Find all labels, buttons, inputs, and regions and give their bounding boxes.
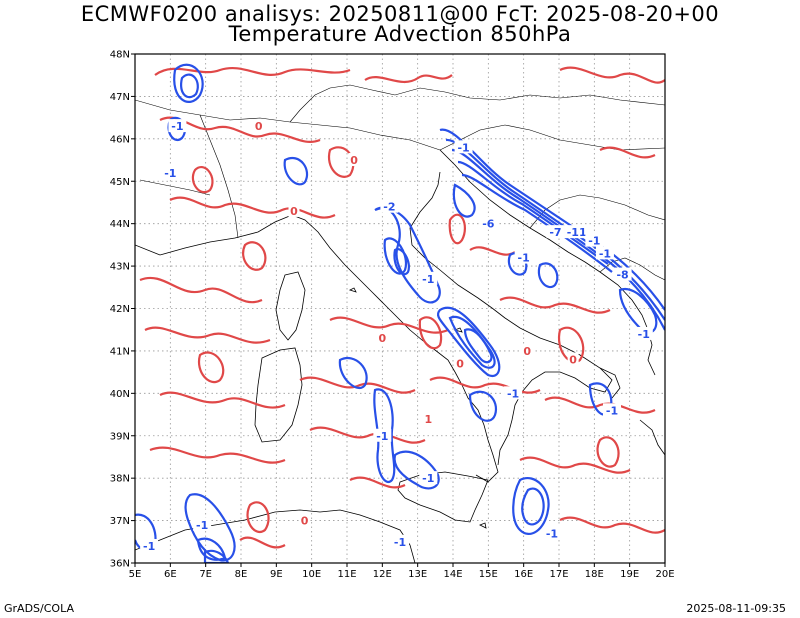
contour-label: 0 — [350, 154, 358, 167]
contour-label-background — [567, 352, 579, 366]
contour-label-background — [585, 233, 604, 247]
contour-label-background — [161, 165, 180, 179]
lon-tick-label: 16E — [514, 569, 533, 580]
contour-label: -1 — [196, 519, 208, 532]
contour-label: -1 — [422, 472, 434, 485]
lat-tick-label: 41N — [110, 346, 130, 357]
contour-label-background — [634, 326, 653, 340]
contour-label: 0 — [255, 120, 263, 133]
lon-tick-label: 9E — [270, 569, 283, 580]
contour-label-background — [253, 119, 265, 133]
political-borders — [135, 84, 665, 281]
contour-label-background — [504, 386, 523, 400]
lon-tick-label: 8E — [235, 569, 248, 580]
lon-tick-label: 13E — [408, 569, 427, 580]
contour-label-background — [299, 513, 311, 527]
lon-tick-label: 20E — [655, 569, 674, 580]
contour-label: -11 — [567, 226, 587, 239]
footer-timestamp: 2025-08-11-09:35 — [686, 602, 786, 615]
contour-label-background — [348, 153, 360, 167]
contour-label: -6 — [482, 218, 495, 231]
contour-label-background — [193, 517, 212, 531]
footer-software: GrADS/COLA — [4, 602, 74, 615]
lat-tick-label: 44N — [110, 219, 130, 230]
contour-label: -2 — [383, 201, 395, 214]
contour-label: -1 — [546, 527, 558, 540]
contour-label: 0 — [379, 332, 387, 345]
contour-label-background — [542, 526, 561, 540]
contour-label: -1 — [394, 536, 406, 549]
contour-label-background — [564, 225, 590, 239]
lon-tick-label: 19E — [620, 569, 639, 580]
lon-tick-label: 10E — [302, 569, 321, 580]
contour-label: -1 — [171, 120, 183, 133]
map-title: ECMWF0200 analisys: 20250811@00 FcT: 202… — [80, 2, 720, 26]
contour-label: 0 — [569, 353, 577, 366]
contour-label: -1 — [518, 252, 530, 265]
contour-label-background — [454, 140, 473, 154]
lat-tick-label: 40N — [110, 389, 130, 400]
contour-label: -1 — [588, 235, 600, 248]
contour-label-background — [514, 250, 533, 264]
contour-label-background — [373, 428, 392, 442]
map-subtitle: Temperature Advection 850hPa — [228, 22, 572, 46]
lon-tick-label: 15E — [479, 569, 498, 580]
contour-label: -1 — [507, 387, 519, 400]
lat-tick-label: 42N — [110, 304, 130, 315]
contour-label: 0 — [301, 515, 309, 528]
lat-tick-label: 36N — [110, 559, 130, 570]
contour-label: -1 — [457, 141, 469, 154]
lon-tick-label: 7E — [199, 569, 212, 580]
contour-label-background — [595, 246, 614, 260]
contour-label: -1 — [376, 430, 388, 443]
positive-advection-contours — [139, 66, 665, 549]
contour-label-background — [419, 471, 438, 485]
contour-label-background — [140, 539, 159, 553]
contour-label: -7 — [549, 226, 561, 239]
contour-label: -1 — [143, 540, 155, 553]
lat-tick-label: 43N — [110, 262, 130, 273]
contour-label: -8 — [616, 269, 628, 282]
contour-label-background — [288, 203, 300, 217]
lat-tick-label: 47N — [110, 92, 130, 103]
lat-tick-label: 46N — [110, 134, 130, 145]
lon-tick-label: 17E — [549, 569, 568, 580]
contour-label-background — [479, 216, 498, 230]
contour-label: -1 — [606, 404, 618, 417]
contour-label-background — [521, 343, 533, 357]
contour-label: 0 — [456, 358, 464, 371]
contour-label-background — [422, 411, 434, 425]
contour-label-background — [613, 267, 632, 281]
contour-label-background — [391, 534, 409, 548]
contour-label: 0 — [523, 345, 531, 358]
lon-tick-label: 5E — [129, 569, 142, 580]
contour-label-background — [603, 403, 621, 417]
lon-tick-label: 14E — [443, 569, 462, 580]
lat-tick-label: 37N — [110, 516, 130, 527]
lon-tick-label: 12E — [373, 569, 392, 580]
axis-ticks: 5E 6E 7E 8E 9E 10E 11E 12E 13E 14E 15E 16E 17E 18E 19E… — [110, 50, 675, 581]
contour-label: -1 — [638, 328, 650, 341]
contour-label-background — [454, 356, 466, 370]
contour-label-background — [419, 271, 438, 285]
lat-tick-label: 45N — [110, 177, 130, 188]
lon-tick-label: 11E — [337, 569, 356, 580]
lat-tick-label: 38N — [110, 474, 130, 485]
contour-label: 1 — [424, 413, 432, 426]
contour-label: -1 — [164, 167, 176, 180]
contour-label-background — [376, 331, 388, 345]
contour-label: 0 — [290, 205, 298, 218]
lat-tick-label: 39N — [110, 431, 130, 442]
contour-label-background — [380, 199, 399, 213]
lat-tick-label: 48N — [110, 50, 130, 61]
contour-label-background — [546, 225, 565, 239]
contour-label: -1 — [422, 273, 434, 286]
contour-label: -1 — [599, 247, 611, 260]
contour-label-background — [168, 119, 187, 133]
lon-tick-label: 6E — [164, 569, 177, 580]
lon-tick-label: 18E — [585, 569, 604, 580]
